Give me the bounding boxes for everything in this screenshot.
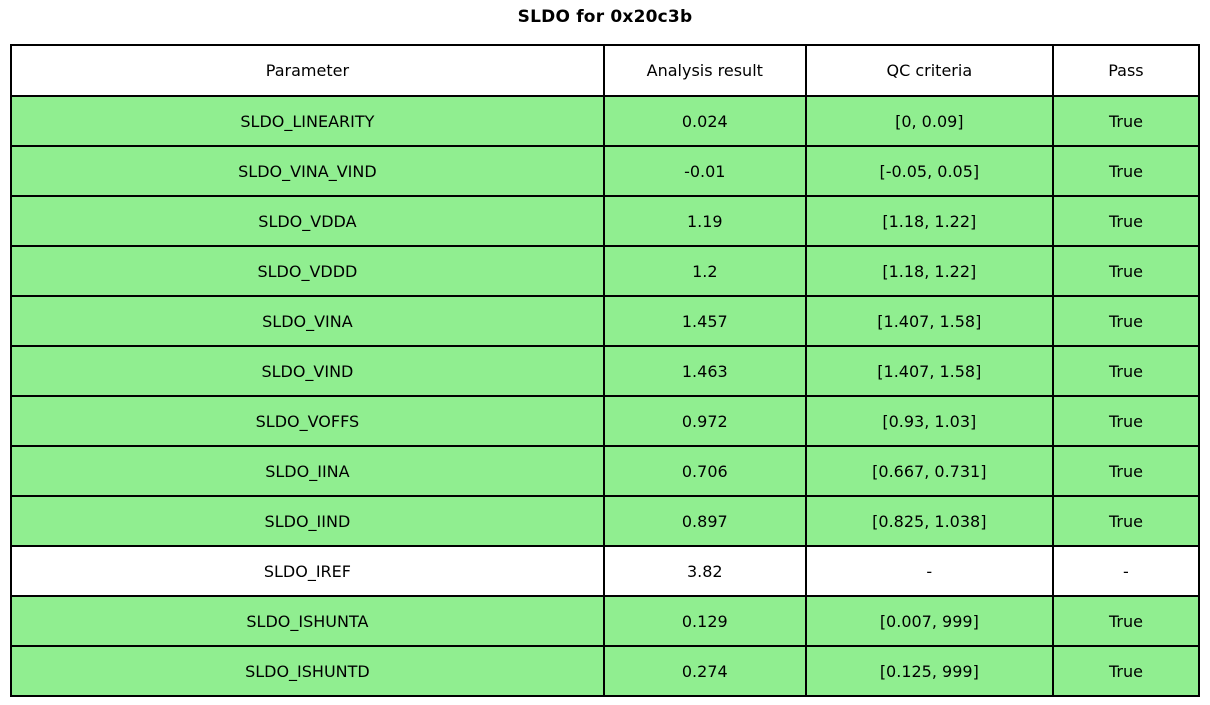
cell-qc_criteria: [0.667, 0.731] <box>804 445 1054 497</box>
cell-pass: True <box>1051 595 1201 647</box>
cell-parameter: SLDO_VINA_VIND <box>10 145 605 197</box>
cell-qc_criteria: [0.007, 999] <box>804 595 1054 647</box>
cell-pass: True <box>1051 445 1201 497</box>
table-row: SLDO_VIND 1.463 [1.407, 1.58] True <box>10 345 1201 397</box>
cell-analysis_result: 0.706 <box>602 445 807 497</box>
table-body: SLDO_LINEARITY 0.024 [0, 0.09] True SLDO_VIN… <box>10 95 1201 697</box>
cell-qc_criteria: [-0.05, 0.05] <box>804 145 1054 197</box>
cell-analysis_result: 0.274 <box>602 645 807 697</box>
cell-parameter: SLDO_IINA <box>10 445 605 497</box>
cell-qc_criteria: [1.18, 1.22] <box>804 245 1054 297</box>
table-row: SLDO_LINEARITY 0.024 [0, 0.09] True <box>10 95 1201 147</box>
cell-parameter: SLDO_VOFFS <box>10 395 605 447</box>
cell-analysis_result: 0.897 <box>602 495 807 547</box>
table-row: SLDO_IINA 0.706 [0.667, 0.731] True <box>10 445 1201 497</box>
column-header-qc_criteria: QC criteria <box>804 44 1054 97</box>
cell-pass: True <box>1051 195 1201 247</box>
table-header-row: Parameter Analysis result QC criteria Pass <box>10 44 1201 97</box>
cell-analysis_result: 1.19 <box>602 195 807 247</box>
column-header-analysis_result: Analysis result <box>602 44 807 97</box>
cell-analysis_result: 0.129 <box>602 595 807 647</box>
cell-pass: True <box>1051 245 1201 297</box>
cell-parameter: SLDO_VINA <box>10 295 605 347</box>
cell-pass: True <box>1051 95 1201 147</box>
table-row: SLDO_ISHUNTA 0.129 [0.007, 999] True <box>10 595 1201 647</box>
table-row: SLDO_VINA 1.457 [1.407, 1.58] True <box>10 295 1201 347</box>
cell-pass: - <box>1051 545 1201 597</box>
cell-analysis_result: -0.01 <box>602 145 807 197</box>
cell-parameter: SLDO_IREF <box>10 545 605 597</box>
qc-results-table: Parameter Analysis result QC criteria Pass … <box>10 44 1201 697</box>
table-row: SLDO_ISHUNTD 0.274 [0.125, 999] True <box>10 645 1201 697</box>
page-title: SLDO for 0x20c3b <box>517 7 693 27</box>
table-row: SLDO_VDDA 1.19 [1.18, 1.22] True <box>10 195 1201 247</box>
cell-analysis_result: 1.463 <box>602 345 807 397</box>
cell-analysis_result: 0.972 <box>602 395 807 447</box>
cell-parameter: SLDO_ISHUNTD <box>10 645 605 697</box>
table-row: SLDO_VINA_VIND -0.01 [-0.05, 0.05] True <box>10 145 1201 197</box>
cell-pass: True <box>1051 295 1201 347</box>
cell-pass: True <box>1051 345 1201 397</box>
cell-qc_criteria: [1.18, 1.22] <box>804 195 1054 247</box>
cell-parameter: SLDO_VIND <box>10 345 605 397</box>
cell-parameter: SLDO_VDDD <box>10 245 605 297</box>
cell-parameter: SLDO_LINEARITY <box>10 95 605 147</box>
cell-qc_criteria: [1.407, 1.58] <box>804 295 1054 347</box>
cell-pass: True <box>1051 645 1201 697</box>
cell-parameter: SLDO_VDDA <box>10 195 605 247</box>
cell-qc_criteria: [0.93, 1.03] <box>804 395 1054 447</box>
column-header-parameter: Parameter <box>10 44 605 97</box>
cell-analysis_result: 1.2 <box>602 245 807 297</box>
cell-qc_criteria: - <box>804 545 1054 597</box>
cell-qc_criteria: [1.407, 1.58] <box>804 345 1054 397</box>
cell-qc_criteria: [0.125, 999] <box>804 645 1054 697</box>
cell-analysis_result: 1.457 <box>602 295 807 347</box>
cell-pass: True <box>1051 495 1201 547</box>
cell-analysis_result: 3.82 <box>602 545 807 597</box>
cell-pass: True <box>1051 395 1201 447</box>
cell-analysis_result: 0.024 <box>602 95 807 147</box>
cell-parameter: SLDO_IIND <box>10 495 605 547</box>
table-row: SLDO_IREF 3.82- - <box>10 545 1201 597</box>
table-row: SLDO_VDDD 1.2 [1.18, 1.22] True <box>10 245 1201 297</box>
table-row: SLDO_VOFFS 0.972 [0.93, 1.03] True <box>10 395 1201 447</box>
cell-qc_criteria: [0, 0.09] <box>804 95 1054 147</box>
table-row: SLDO_IIND 0.897 [0.825, 1.038] True <box>10 495 1201 547</box>
column-header-pass: Pass <box>1051 44 1201 97</box>
cell-parameter: SLDO_ISHUNTA <box>10 595 605 647</box>
cell-pass: True <box>1051 145 1201 197</box>
cell-qc_criteria: [0.825, 1.038] <box>804 495 1054 547</box>
